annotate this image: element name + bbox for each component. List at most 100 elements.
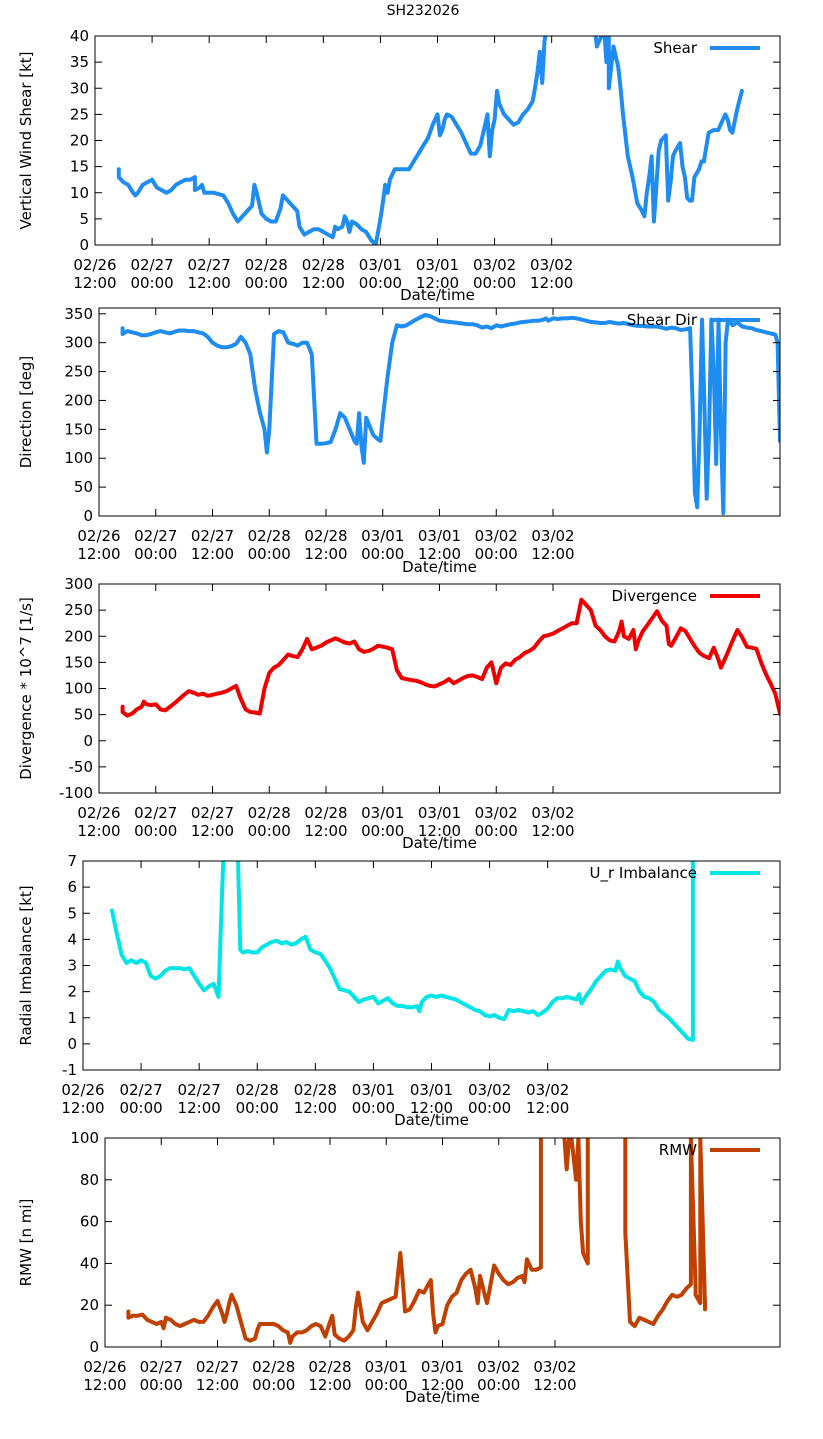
series-line-u-r-imbalance [236,861,695,1042]
x-tick-date-label: 03/02 [468,1081,511,1099]
x-tick-time-label: 12:00 [73,274,116,292]
y-tick-label: 250 [64,601,93,619]
y-axis-label: Radial Imbalance [kt] [17,885,35,1045]
series-line-divergence [120,597,780,718]
plot-frame [98,583,781,794]
x-tick-date-label: 02/27 [178,1081,221,1099]
x-tick-date-label: 03/01 [418,527,461,545]
series-line-shear-dir [120,312,780,516]
x-tick-date-label: 03/01 [359,256,402,274]
x-tick-time-label: 00:00 [236,1099,279,1117]
series-line-u-r-imbalance [110,861,226,999]
series-group [120,597,780,718]
x-tick-date-label: 03/02 [477,1358,520,1376]
legend-label: Shear Dir [627,311,698,329]
x-tick-time-label: 00:00 [475,545,518,563]
x-tick-time-label: 00:00 [361,822,404,840]
y-tick-label: 100 [70,1129,99,1147]
x-tick-date-label: 03/02 [475,804,518,822]
x-axis-label: Date/time [402,558,477,576]
x-tick-date-label: 02/28 [252,1358,295,1376]
x-tick-date-label: 03/02 [533,1358,576,1376]
x-tick-date-label: 02/26 [83,1358,126,1376]
x-tick-time-label: 12:00 [61,1099,104,1117]
x-tick-time-label: 12:00 [178,1099,221,1117]
x-tick-time-label: 12:00 [196,1376,239,1394]
y-tick-label: 25 [70,105,89,123]
x-tick-date-label: 03/01 [365,1358,408,1376]
x-tick-time-label: 12:00 [304,545,347,563]
y-tick-label: 100 [64,449,93,467]
x-tick-date-label: 02/27 [140,1358,183,1376]
x-tick-time-label: 00:00 [475,822,518,840]
x-tick-time-label: 12:00 [421,1376,464,1394]
y-tick-label: 20 [80,1296,99,1314]
x-tick-time-label: 12:00 [526,1099,569,1117]
x-axis-label: Date/time [405,1388,480,1406]
y-axis-label: Direction [deg] [17,356,35,469]
y-tick-label: 300 [64,575,93,593]
x-tick-date-label: 02/28 [308,1358,351,1376]
x-tick-date-label: 02/28 [245,256,288,274]
x-tick-time-label: 12:00 [302,274,345,292]
y-tick-label: -100 [59,784,93,802]
y-tick-label: 5 [79,210,89,228]
y-tick-label: 80 [80,1171,99,1189]
x-tick-time-label: 00:00 [140,1376,183,1394]
x-tick-time-label: 00:00 [134,545,177,563]
x-tick-time-label: 12:00 [294,1099,337,1117]
y-tick-label: 150 [64,653,93,671]
x-tick-date-label: 02/27 [134,527,177,545]
x-tick-time-label: 12:00 [77,545,120,563]
y-tick-label: -1 [62,1061,77,1079]
x-tick-time-label: 00:00 [477,1376,520,1394]
x-tick-date-label: 03/02 [475,527,518,545]
x-tick-date-label: 02/26 [73,256,116,274]
y-tick-label: 2 [67,983,77,1001]
y-tick-label: 0 [89,1338,99,1356]
y-tick-label: 0 [67,1035,77,1053]
y-tick-label: 15 [70,158,89,176]
x-tick-time-label: 12:00 [418,822,461,840]
plot-frame [98,307,781,517]
y-tick-label: 0 [83,507,93,525]
x-tick-time-label: 00:00 [248,545,291,563]
x-tick-time-label: 12:00 [77,822,120,840]
legend-label: U_r Imbalance [589,864,697,883]
series-group [116,36,744,245]
y-tick-label: 20 [70,132,89,150]
chart-panel-3: -100-5005010015020025030002/2612:0002/27… [17,575,781,852]
y-tick-label: 0 [83,732,93,750]
x-tick-date-label: 03/01 [416,256,459,274]
y-axis-label: RMW [n mi] [17,1199,35,1287]
x-tick-date-label: 02/28 [294,1081,337,1099]
y-tick-label: 250 [64,363,93,381]
y-tick-label: 50 [74,478,93,496]
y-axis-label: Divergence * 10^7 [1/s] [17,597,35,780]
x-tick-date-label: 03/01 [410,1081,453,1099]
x-axis-label: Date/time [394,1111,469,1129]
y-tick-label: 10 [70,184,89,202]
x-tick-date-label: 03/02 [531,804,574,822]
x-tick-time-label: 12:00 [418,545,461,563]
x-tick-time-label: 00:00 [130,274,173,292]
legend-label: RMW [659,1141,697,1159]
x-tick-date-label: 03/02 [531,527,574,545]
y-tick-label: 40 [80,1254,99,1272]
x-tick-date-label: 02/27 [196,1358,239,1376]
x-tick-time-label: 00:00 [468,1099,511,1117]
chart-panel-1: 051015202530354002/2612:0002/2700:0002/2… [17,27,781,304]
x-tick-date-label: 02/28 [304,804,347,822]
series-group [120,312,780,516]
series-group [110,861,695,1042]
y-tick-label: 7 [67,852,77,870]
plot-frame [94,35,781,246]
chart-panel-4: -10123456702/2612:0002/2700:0002/2712:00… [17,852,781,1129]
y-tick-label: 0 [79,236,89,254]
y-tick-label: 40 [70,27,89,45]
x-tick-date-label: 02/28 [302,256,345,274]
x-axis-label: Date/time [402,834,477,852]
x-tick-date-label: 02/26 [61,1081,104,1099]
y-tick-label: 200 [64,391,93,409]
x-tick-time-label: 12:00 [304,822,347,840]
